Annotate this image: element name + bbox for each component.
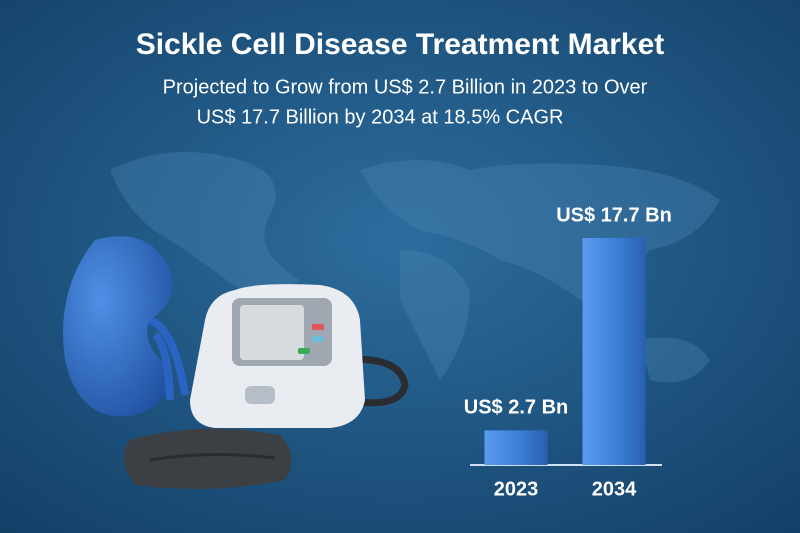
- cuff-illustration: [123, 428, 292, 489]
- value-label: US$ 2.7 Bn: [464, 397, 568, 419]
- chart-subtitle: Projected to Grow from US$ 2.7 Billion i…: [163, 76, 648, 98]
- chart-subtitle: US$ 17.7 Billion by 2034 at 18.5% CAGR: [197, 106, 564, 128]
- bar: [582, 238, 646, 465]
- value-label: US$ 17.7 Bn: [556, 204, 672, 226]
- bar: [484, 430, 548, 465]
- x-tick-label: 2034: [592, 478, 637, 500]
- monitor-illustration: [190, 284, 409, 428]
- x-tick-label: 2023: [494, 478, 539, 500]
- chart-title: Sickle Cell Disease Treatment Market: [136, 28, 665, 61]
- kidney-illustration: [63, 236, 189, 417]
